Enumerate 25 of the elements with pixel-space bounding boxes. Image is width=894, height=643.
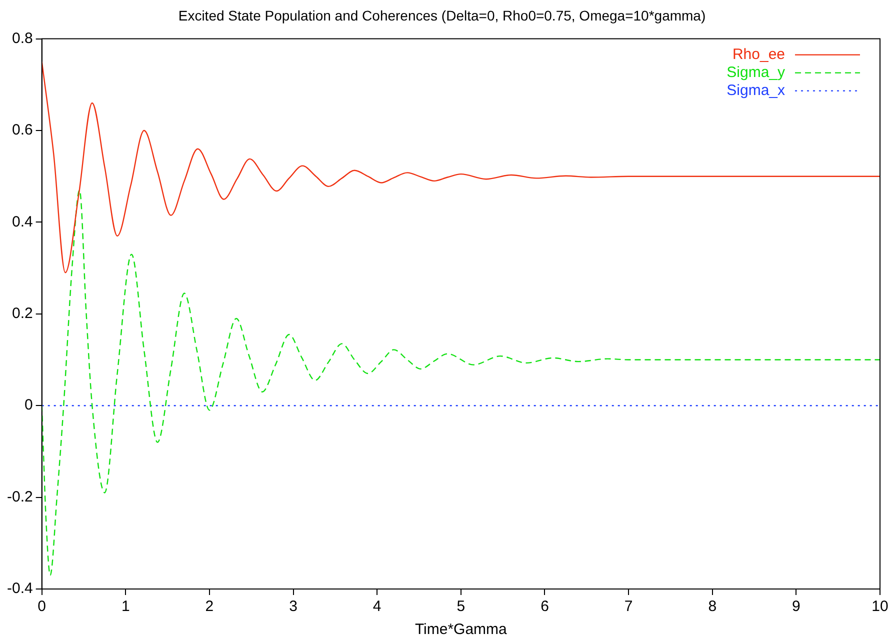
x-tick-label: 3 [289, 598, 298, 616]
y-tick-label: -0.4 [6, 580, 33, 598]
x-tick-label: 5 [456, 598, 466, 616]
y-tick-label: 0.8 [12, 30, 33, 47]
x-tick-label: 2 [205, 598, 214, 616]
legend-label: Sigma_x [726, 82, 786, 99]
x-tick-label: 0 [38, 598, 46, 616]
line-series [42, 61, 880, 274]
chart-title: Excited State Population and Coherences (Delta=0, Rho0=0.75, Omega=10*gamma) [178, 7, 706, 24]
x-tick-label: 7 [624, 598, 633, 616]
y-tick-label: 0.2 [12, 305, 33, 322]
x-tick-label: 6 [540, 598, 549, 616]
y-tick-label: 0 [24, 396, 33, 414]
x-tick-label: 8 [708, 598, 717, 616]
y-tick-label: 0.6 [12, 122, 33, 139]
x-tick-label: 10 [872, 598, 888, 616]
x-axis-title: Time*Gamma [414, 621, 508, 638]
legend-label: Sigma_y [726, 64, 786, 81]
x-tick-label: 9 [792, 598, 800, 616]
line-series [42, 190, 880, 576]
y-tick-label: 0.4 [12, 213, 33, 230]
x-tick-label: 4 [372, 598, 382, 616]
x-tick-label: 1 [121, 598, 130, 616]
y-tick-label: -0.2 [6, 488, 33, 506]
legend-label: Rho_ee [732, 46, 785, 63]
